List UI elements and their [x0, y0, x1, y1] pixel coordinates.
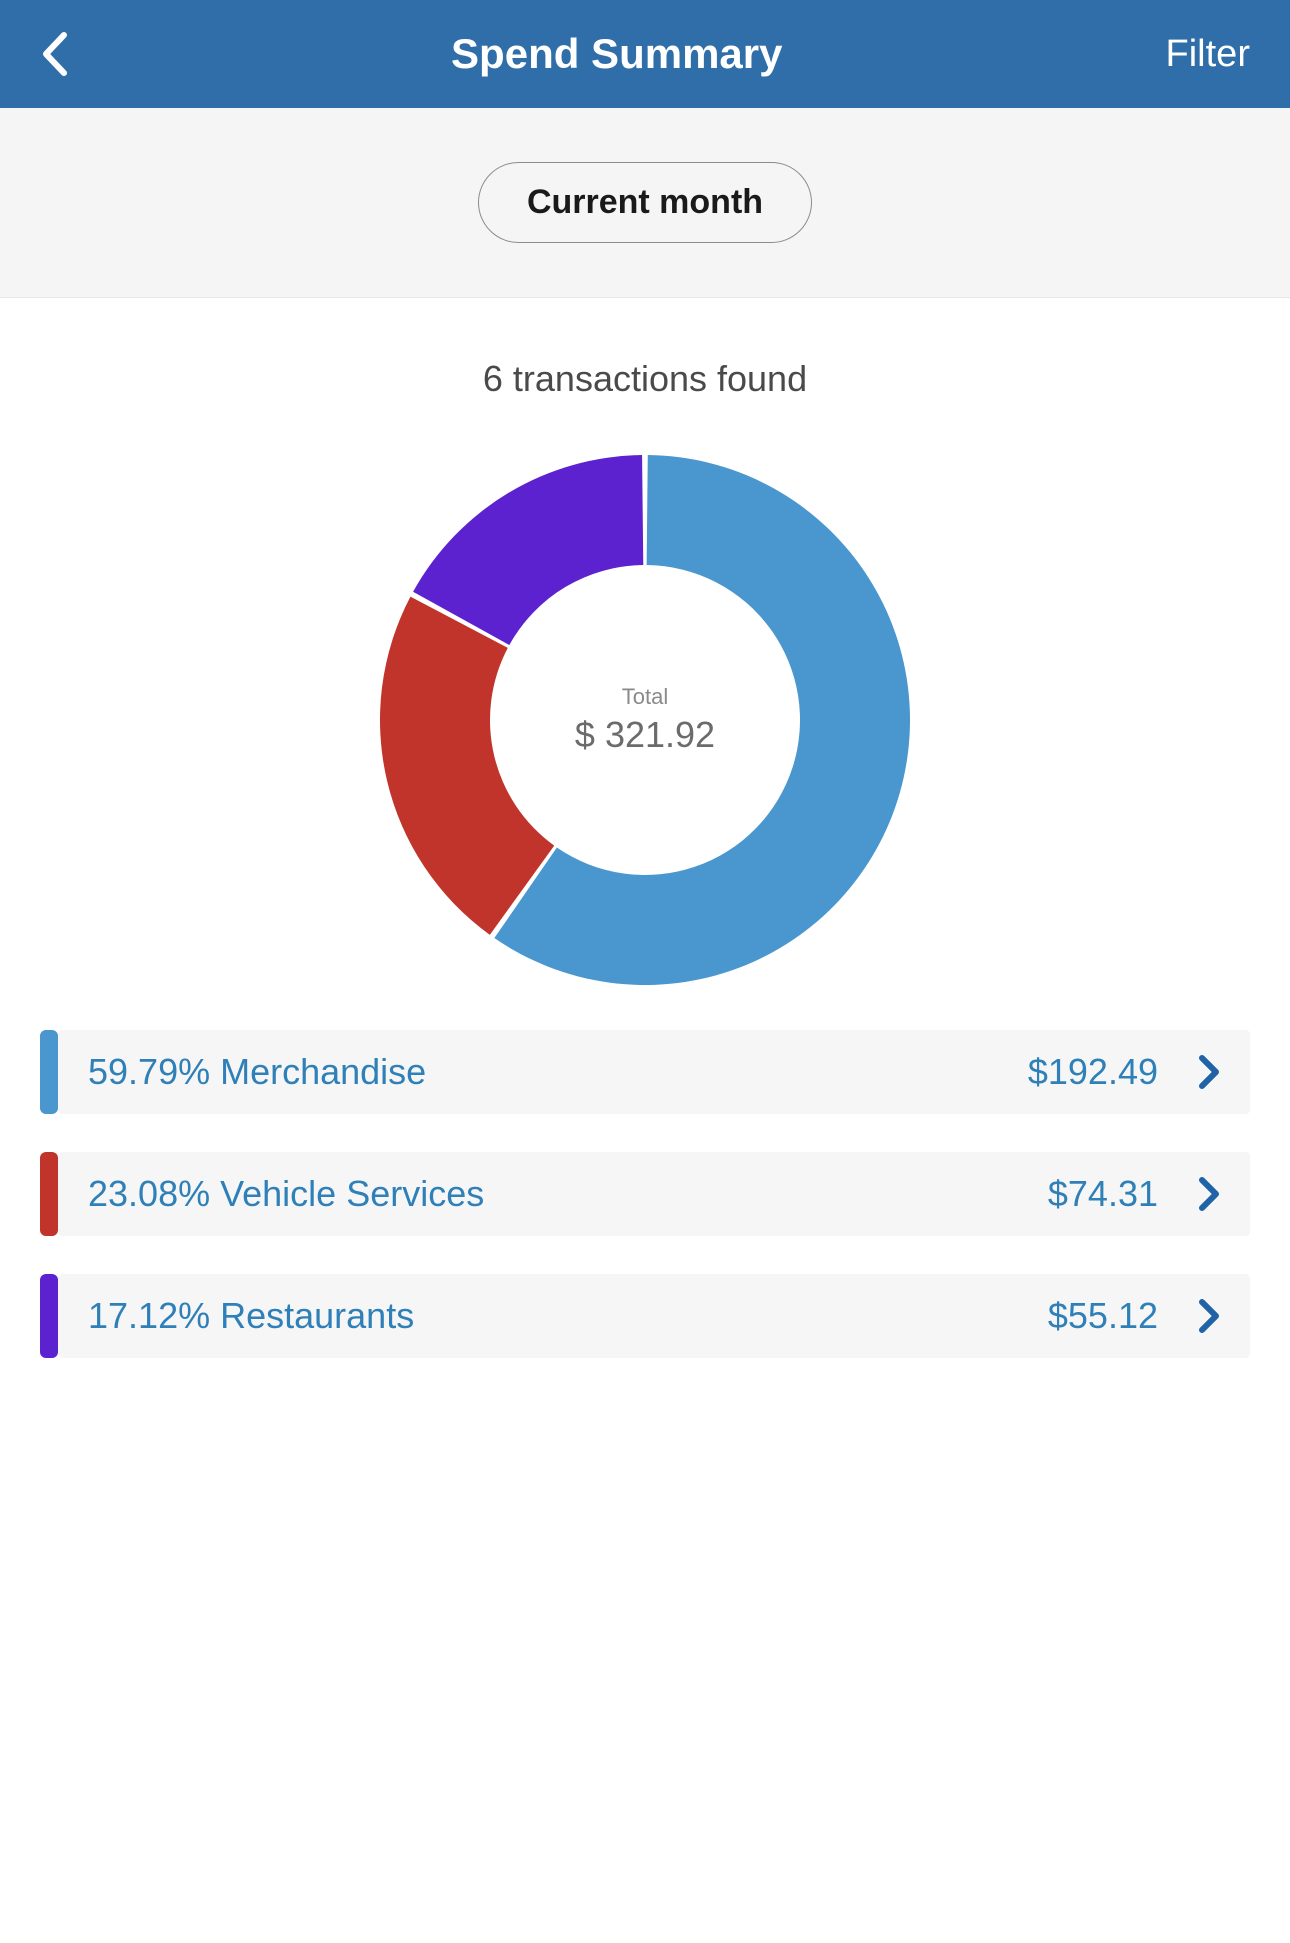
category-row[interactable]: 23.08% Vehicle Services $74.31 — [40, 1152, 1250, 1236]
category-right: $192.49 — [1028, 1051, 1220, 1093]
category-amount: $192.49 — [1028, 1051, 1158, 1093]
chevron-right-icon — [1198, 1298, 1220, 1334]
category-amount: $55.12 — [1048, 1295, 1158, 1337]
category-accent — [40, 1030, 58, 1114]
donut-chart: Total $ 321.92 — [375, 450, 915, 990]
category-list: 59.79% Merchandise $192.49 23.08% Vehicle … — [40, 1030, 1250, 1358]
filter-button[interactable]: Filter — [1166, 33, 1250, 76]
content-area: 6 transactions found Total $ 321.92 59.7… — [0, 358, 1290, 1456]
category-label: 59.79% Merchandise — [88, 1051, 426, 1093]
chevron-right-icon — [1198, 1176, 1220, 1212]
chevron-right-icon — [1198, 1054, 1220, 1090]
donut-chart-container: Total $ 321.92 — [40, 450, 1250, 990]
period-selector-bar: Current month — [0, 108, 1290, 298]
back-icon[interactable] — [40, 31, 68, 77]
donut-center: Total $ 321.92 — [575, 684, 715, 756]
period-pill[interactable]: Current month — [478, 162, 812, 243]
page-title: Spend Summary — [451, 30, 782, 78]
total-label: Total — [575, 684, 715, 710]
category-accent — [40, 1274, 58, 1358]
category-label: 23.08% Vehicle Services — [88, 1173, 484, 1215]
app-header: Spend Summary Filter — [0, 0, 1290, 108]
category-body: 23.08% Vehicle Services $74.31 — [58, 1152, 1250, 1236]
category-body: 17.12% Restaurants $55.12 — [58, 1274, 1250, 1358]
category-amount: $74.31 — [1048, 1173, 1158, 1215]
category-body: 59.79% Merchandise $192.49 — [58, 1030, 1250, 1114]
donut-slice-vehicle-services[interactable] — [380, 597, 554, 935]
category-right: $55.12 — [1048, 1295, 1220, 1337]
total-value: $ 321.92 — [575, 714, 715, 756]
transaction-count: 6 transactions found — [40, 358, 1250, 400]
category-row[interactable]: 17.12% Restaurants $55.12 — [40, 1274, 1250, 1358]
category-right: $74.31 — [1048, 1173, 1220, 1215]
category-row[interactable]: 59.79% Merchandise $192.49 — [40, 1030, 1250, 1114]
category-label: 17.12% Restaurants — [88, 1295, 414, 1337]
category-accent — [40, 1152, 58, 1236]
